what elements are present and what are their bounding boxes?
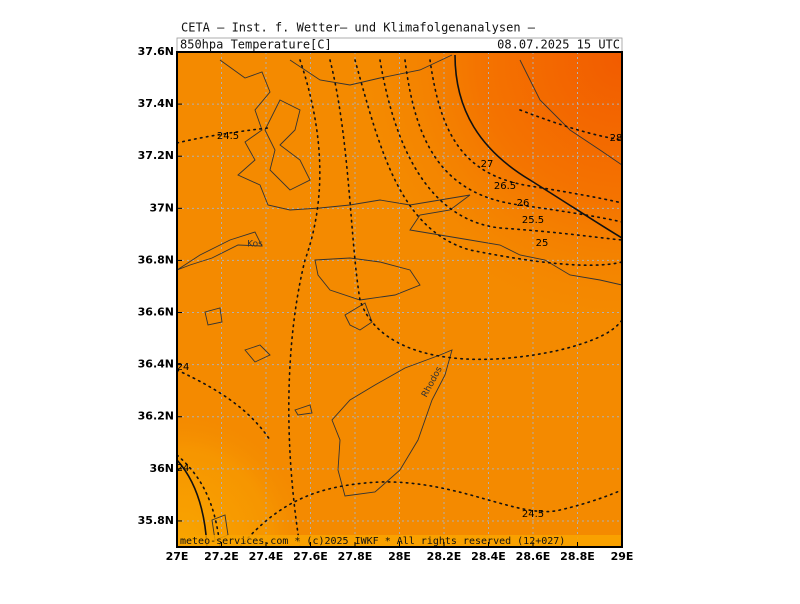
contour-label: 27 — [481, 159, 494, 170]
x-tick-label: 27.2E — [204, 550, 239, 563]
contour-label: 26.5 — [494, 181, 516, 192]
x-tick-label: 27.8E — [338, 550, 373, 563]
place-label: Kos — [247, 240, 263, 250]
contour-label: 25.5 — [522, 215, 544, 226]
contour-label: 24 — [177, 362, 190, 373]
x-tick-label: 28.6E — [516, 550, 551, 563]
y-tick-label: 37.2N — [138, 149, 174, 162]
contour-labels: 24.5 27 26.5 26 25.5 25 28 24.5 24 24 — [177, 131, 623, 520]
y-tick-label: 35.8N — [138, 514, 174, 527]
axis-ticks: 27E 27.2E 27.4E 27.6E 27.8E 28E 28.2E 28.4E 28.6… — [138, 45, 634, 563]
footer: meteo-services.com * (c)2025 IWKF * All … — [180, 536, 565, 547]
y-tick-label: 37.4N — [138, 97, 174, 110]
x-tick-label: 27E — [166, 550, 189, 563]
x-tick-label: 28.2E — [427, 550, 462, 563]
map-area: 24.5 27 26.5 26 25.5 25 28 24.5 24 24 Ko… — [177, 52, 623, 547]
y-tick-label: 37.6N — [138, 45, 174, 58]
header: CETA — Inst. f. Wetter— und Klimafolgena… — [181, 21, 536, 35]
y-tick-label: 36.8N — [138, 253, 174, 266]
y-tick-label: 36.6N — [138, 306, 174, 319]
y-tick-label: 36N — [149, 462, 174, 475]
contour-label: 25 — [536, 238, 549, 249]
x-tick-label: 28.8E — [560, 550, 595, 563]
x-tick-label: 29E — [611, 550, 634, 563]
map-title: 850hpa_Temperature[C] — [180, 38, 332, 52]
x-tick-label: 28.4E — [471, 550, 506, 563]
isotherms — [177, 54, 622, 547]
field-cool — [177, 52, 622, 547]
y-tick-label: 37N — [149, 201, 174, 214]
contour-label: 26 — [517, 198, 530, 209]
contour-label: 28 — [610, 133, 623, 144]
contour-label: 24.5 — [522, 509, 544, 520]
contour-label: 24 — [177, 463, 190, 474]
x-tick-label: 28E — [388, 550, 411, 563]
y-tick-label: 36.2N — [138, 410, 174, 423]
x-tick-label: 27.4E — [249, 550, 284, 563]
footer-bar — [177, 535, 622, 547]
y-tick-label: 36.4N — [138, 358, 174, 371]
map-date: 08.07.2025 15 UTC — [497, 38, 620, 52]
x-tick-label: 27.6E — [293, 550, 328, 563]
grid — [177, 52, 622, 547]
contour-label: 24.5 — [217, 131, 239, 142]
